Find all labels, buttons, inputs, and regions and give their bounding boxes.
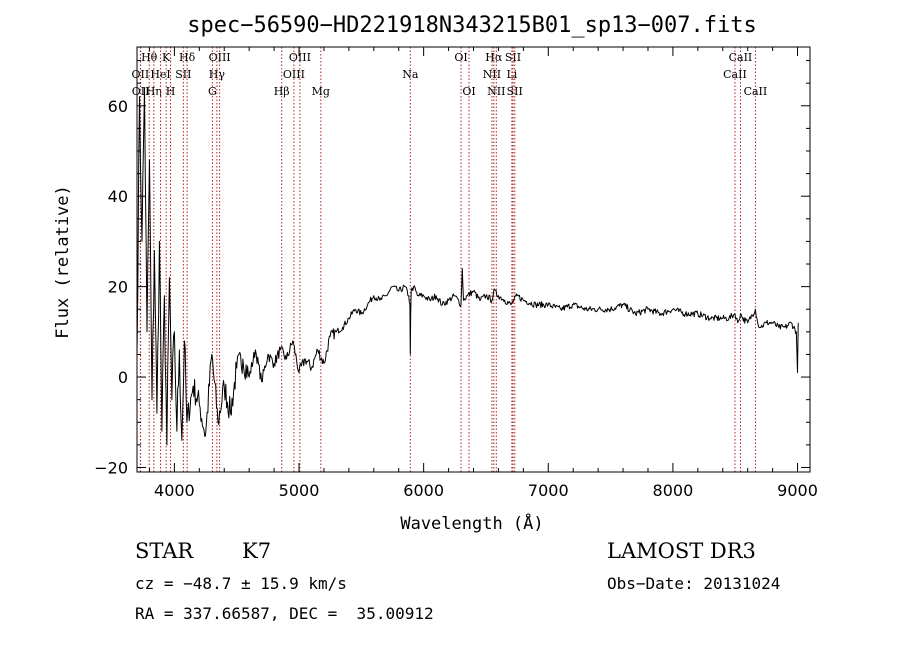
axes: 4000 5000 6000 7000 8000 9000 −20 0 20 40 60 xyxy=(94,46,818,500)
y-tick-label-3: 40 xyxy=(108,187,128,206)
line-marker-label-27: CaII xyxy=(744,85,768,98)
x-tick-label-4000: 4000 xyxy=(154,481,195,500)
line-marker-label-11: G xyxy=(208,85,217,98)
flux-series-layer xyxy=(136,87,799,446)
x-axis-label: Wavelength (Å) xyxy=(400,512,543,534)
line-marker-label-14: OIII xyxy=(283,68,305,81)
line-marker-label-10: Hγ xyxy=(209,68,226,81)
line-marker-label-8: Hδ xyxy=(179,51,196,64)
line-marker-label-20: NII xyxy=(483,68,501,81)
x-tick-label-5000: 5000 xyxy=(279,481,320,500)
line-marker-label-26: CaII xyxy=(723,68,747,81)
redshift-value: cz = −48.7 ± 15.9 km/s xyxy=(135,574,347,593)
line-marker-label-12: Hβ xyxy=(274,85,290,98)
x-tick-label-6000: 6000 xyxy=(403,481,444,500)
line-marker-label-13: OIII xyxy=(289,51,311,64)
line-marker-label-15: Mg xyxy=(312,85,330,98)
x-tick-label-9000: 9000 xyxy=(777,481,818,500)
coordinates: RA = 337.66587, DEC = 35.00912 xyxy=(135,604,434,623)
object-subclass: K7 xyxy=(242,539,272,563)
line-marker-label-24: SII xyxy=(507,85,523,98)
x-tick-label-8000: 8000 xyxy=(653,481,694,500)
line-marker-label-18: OI xyxy=(462,85,475,98)
line-marker-label-23: Li xyxy=(506,68,517,81)
line-marker-label-16: Na xyxy=(402,68,419,81)
line-marker-label-25: CaII xyxy=(729,51,753,64)
flux-series-line xyxy=(136,87,799,446)
y-tick-label-2: 20 xyxy=(108,278,128,297)
line-marker-label-19: Hα xyxy=(485,51,503,64)
object-class: STAR xyxy=(135,539,194,563)
line-marker-label-7: SII xyxy=(175,68,191,81)
line-marker-label-4: K xyxy=(162,51,171,64)
line-marker-label-9: OIII xyxy=(209,51,231,64)
line-marker-label-0: Hθ xyxy=(141,51,158,64)
line-marker-label-21: NII xyxy=(487,85,505,98)
y-tick-label-0: −20 xyxy=(94,458,128,477)
plot-frame xyxy=(136,46,811,473)
chart-title: spec−56590−HD221918N343215B01_sp13−007.f… xyxy=(187,13,757,38)
x-tick-label-7000: 7000 xyxy=(528,481,569,500)
line-marker-label-17: OI xyxy=(454,51,467,64)
y-tick-label-1: 0 xyxy=(118,368,128,387)
line-marker-label-3: Hη xyxy=(146,85,162,98)
observation-date: Obs−Date: 20131024 xyxy=(607,574,781,593)
y-axis-label: Flux (relative) xyxy=(53,185,73,339)
y-tick-label-4: 60 xyxy=(108,97,128,116)
line-marker-label-5: HeI xyxy=(150,68,170,81)
line-marker-label-6: H xyxy=(166,85,176,98)
survey-name: LAMOST DR3 xyxy=(607,539,756,563)
line-marker-label-1: OII xyxy=(132,68,150,81)
line-marker-label-22: SII xyxy=(505,51,521,64)
